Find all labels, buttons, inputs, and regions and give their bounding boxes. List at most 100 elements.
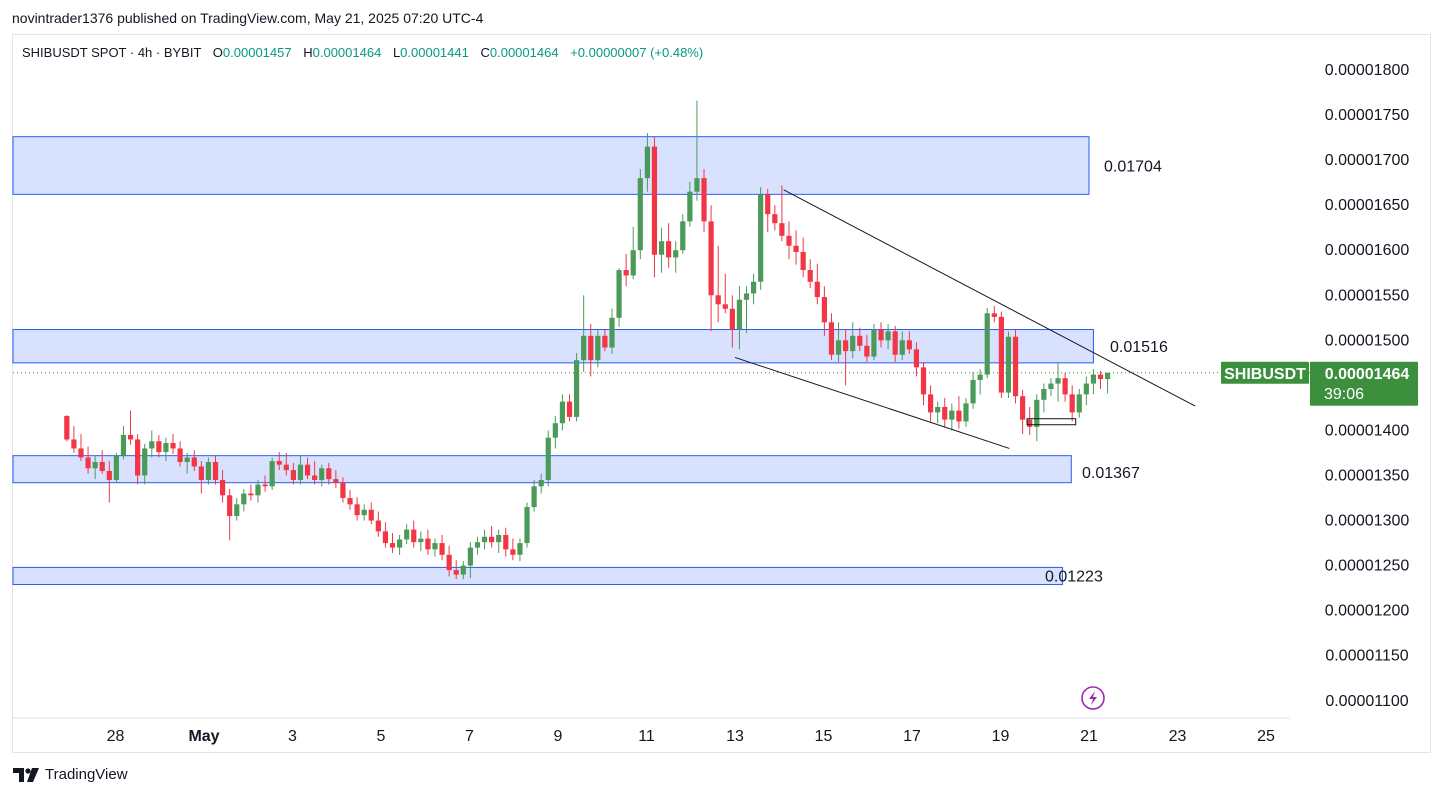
time-tick-label: 19 [992,728,1010,745]
candle-body [857,335,863,346]
candle-body [687,191,693,222]
candle-down [857,327,863,352]
candle-up [694,100,700,201]
candle-down [1020,389,1026,435]
tradingview-logo-icon [13,767,39,782]
candle-body [630,250,636,276]
candle-body [411,529,417,543]
price-tick-label: 0.00001250 [1325,558,1410,575]
time-tick-label: 23 [1169,728,1187,745]
candle-up [149,430,155,458]
candle-up [1041,383,1047,413]
candle-down [326,462,332,485]
candle-body [666,241,672,258]
candle-body [474,542,481,548]
candle-down [135,434,141,485]
candle-body [623,270,629,276]
high-label: H [303,45,313,60]
candle-up [396,534,403,555]
candle-up [460,561,466,580]
candle-up [552,416,558,449]
candle-body [142,448,148,476]
trendlines-layer [734,189,1196,449]
price-tick-label: 0.00001150 [1325,648,1408,665]
candle-body [198,466,204,481]
candle-down [283,452,289,476]
time-tick-label: 7 [465,728,474,745]
candle-up [835,322,842,362]
candle-down [71,425,77,453]
candle-up [205,457,212,485]
price-axis[interactable]: 0.00001800 0.00001750 0.00001700 0.00001650… [1325,62,1410,710]
candle-up [1090,369,1097,395]
candle-down [446,545,452,577]
candle-body [673,250,679,258]
candle-down [156,434,162,458]
candle-up [404,524,410,544]
candle-body [1048,383,1054,389]
candle-body [1062,378,1068,395]
publish-info: novintrader1376 published on TradingView… [12,10,484,26]
candle-body [255,484,261,496]
candle-down [333,470,339,489]
candle-body [835,340,842,355]
candle-up [163,437,169,462]
symbol-label[interactable]: SHIBUSDT SPOT · 4h · BYBIT [22,45,202,60]
candle-down [878,322,884,348]
candle-down [489,525,495,548]
candle-body [177,448,183,462]
candle-body [1041,388,1047,400]
candle-up [871,324,877,361]
price-tick-label: 0.00001500 [1325,332,1410,349]
candle-up [616,268,622,327]
candle-down [1027,407,1033,435]
candle-up [977,369,983,395]
candle-up [319,464,325,487]
candle-body [680,221,686,251]
candle-down [510,538,516,561]
candle-down [248,484,254,501]
candle-up [1083,376,1089,406]
candle-body [545,437,551,481]
candle-down [772,205,778,231]
candle-up [531,480,537,512]
candle-body [573,360,580,417]
lightning-icon[interactable] [1081,686,1105,710]
candle-down [276,452,282,471]
candle-body [127,434,134,440]
candle-body [510,549,516,555]
time-tick-label: 5 [377,728,386,745]
candle-body [389,543,396,548]
candle-body [354,504,360,516]
time-tick-label: 11 [638,728,655,745]
candle-body [1055,378,1061,384]
candle-body [1083,383,1089,395]
candle-body [460,565,466,575]
time-tick-label: 28 [107,728,125,745]
price-tick-label: 0.00001600 [1325,242,1410,259]
candle-body [184,457,190,462]
candle-body [800,252,806,271]
candle-down [453,560,459,580]
time-axis[interactable]: 28 May 3 5 7 9 11 13 15 17 19 21 23 25 [13,717,1290,745]
candle-down [78,434,84,462]
candle-down [411,520,417,548]
candle-body [970,379,976,404]
candle-body [446,554,452,571]
candle-up [970,371,976,409]
candle-down [623,253,629,287]
candle-up [255,480,261,503]
candle-down [439,534,445,561]
candle-body [234,504,240,517]
low-label: L [392,45,401,60]
candle-down [340,477,346,503]
candle-down [304,457,311,480]
candle-body [722,304,728,309]
candle-body [205,461,212,481]
candle-body [736,299,743,330]
candle-up [758,187,764,290]
candle-down [956,396,962,429]
candle-up [524,502,530,548]
candle-body [885,331,891,341]
